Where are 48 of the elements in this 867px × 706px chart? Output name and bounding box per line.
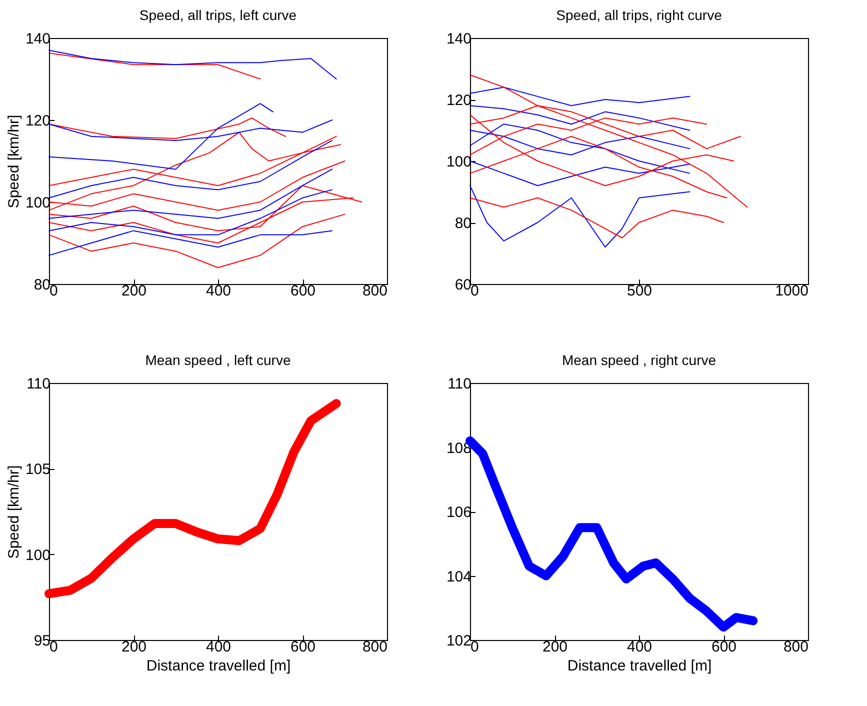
- x-tick-label: 600: [290, 638, 316, 656]
- chart-title: Mean speed , right curve: [562, 352, 716, 368]
- line-series: [48, 50, 337, 80]
- line-series: [48, 230, 333, 256]
- y-tick-label: 80: [34, 276, 50, 294]
- y-axis-title: Speed [km/hr]: [5, 465, 22, 559]
- x-tick-label: 200: [121, 638, 147, 656]
- line-series: [48, 117, 286, 139]
- y-tick-label: 104: [446, 568, 472, 586]
- line-series: [470, 86, 690, 106]
- y-tick-label: 140: [25, 30, 50, 48]
- x-tick-label: 200: [542, 638, 568, 656]
- chart-title: Speed, all trips, left curve: [139, 7, 297, 23]
- line-series: [48, 168, 333, 219]
- x-tick-label: 400: [206, 638, 232, 656]
- x-tick-label: 200: [121, 282, 147, 300]
- y-tick-label: 60: [454, 276, 472, 294]
- chart-title: Mean speed , left curve: [145, 352, 291, 368]
- x-tick-label: 800: [783, 638, 808, 656]
- x-tick-label: 0: [470, 638, 479, 656]
- chart-title: Speed, all trips, right curve: [556, 7, 722, 23]
- y-tick-label: 105: [25, 461, 50, 478]
- y-tick-label: 140: [446, 30, 472, 48]
- x-tick-label: 0: [50, 638, 58, 656]
- line-series: [470, 185, 690, 248]
- x-tick-label: 0: [470, 282, 479, 300]
- x-tick-label: 600: [290, 282, 316, 300]
- x-axis-title: Distance travelled [m]: [567, 658, 712, 674]
- x-tick-label: 500: [626, 282, 652, 300]
- line-series: [48, 140, 333, 198]
- x-tick-label: 400: [626, 638, 652, 656]
- y-tick-label: 102: [446, 632, 472, 650]
- x-tick-label: 800: [362, 638, 388, 656]
- y-tick-label: 110: [26, 376, 50, 392]
- x-tick-label: 800: [362, 282, 388, 300]
- line-series: [470, 197, 724, 238]
- x-tick-label: 600: [711, 638, 737, 656]
- x-tick-label: 0: [50, 282, 58, 300]
- y-axis-title: Speed [km/hr]: [5, 114, 22, 208]
- line-series: [48, 189, 333, 236]
- x-axis-title: Distance travelled [m]: [146, 658, 291, 674]
- line-series: [48, 214, 346, 268]
- y-tick-label: 106: [446, 504, 472, 521]
- line-series: [470, 105, 690, 131]
- x-tick-label: 1000: [775, 282, 808, 300]
- y-tick-label: 110: [448, 376, 472, 392]
- x-tick-label: 400: [206, 282, 232, 300]
- y-tick-label: 95: [34, 632, 50, 650]
